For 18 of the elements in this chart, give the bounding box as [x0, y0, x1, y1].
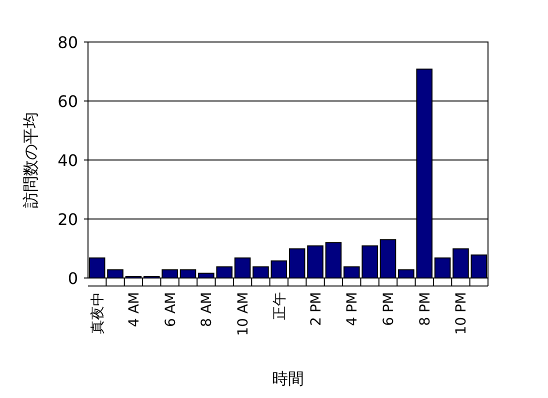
y-tick-label: 20 — [58, 210, 78, 229]
x-tick-label: 4 PM — [344, 292, 361, 326]
y-tick-label: 0 — [68, 269, 78, 288]
x-tick-label: 6 AM — [162, 292, 179, 328]
y-axis-title: 訪問数の平均 — [21, 112, 40, 208]
x-tick-label: 10 PM — [454, 292, 470, 335]
x-tick-label: 10 AM — [236, 292, 252, 336]
x-tick-label: 真夜中 — [90, 292, 106, 334]
x-tick-label: 8 AM — [199, 292, 216, 328]
x-tick-label: 正午 — [272, 292, 288, 320]
y-tick-label: 40 — [58, 151, 78, 170]
x-tick-label: 4 AM — [126, 292, 142, 328]
x-tick-label: 6 PM — [381, 292, 397, 326]
x-axis-title: 時間 — [272, 369, 304, 388]
y-tick-label: 60 — [58, 92, 78, 111]
x-tick-label: 8 PM — [417, 292, 434, 326]
x-tick-label: 2 PM — [308, 292, 324, 326]
y-tick-label: 80 — [58, 33, 78, 52]
